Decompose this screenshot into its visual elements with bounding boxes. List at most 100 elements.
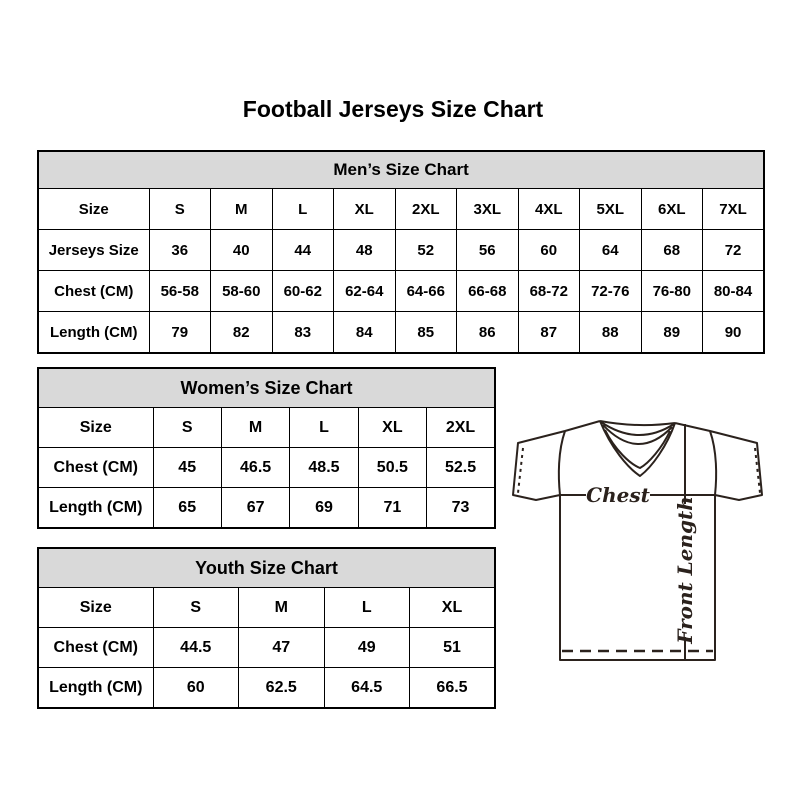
value-cell: 36: [148, 229, 211, 271]
value-cell: 64.5: [323, 667, 410, 709]
table-row: Women’s Size Chart: [37, 367, 496, 408]
value-cell: 56: [456, 229, 519, 271]
front-length-label: Front Length: [673, 496, 697, 645]
womens-table-title: Women’s Size Chart: [37, 367, 496, 408]
table-row: Chest (CM) 44.5 47 49 51: [37, 627, 496, 668]
value-cell: 66-68: [456, 270, 519, 312]
chest-label-mask: [586, 484, 650, 505]
value-cell: 58-60: [210, 270, 273, 312]
value-cell: 67: [220, 487, 291, 529]
value-cell: 3XL: [456, 188, 519, 230]
value-cell: 90: [702, 311, 765, 354]
value-cell: M: [220, 407, 291, 448]
jersey-outline: [512, 420, 763, 661]
value-cell: 45: [152, 447, 222, 488]
value-cell: 62.5: [238, 667, 325, 709]
value-cell: 46.5: [220, 447, 291, 488]
value-cell: XL: [409, 587, 496, 628]
value-cell: 47: [238, 627, 325, 668]
mens-table-title: Men’s Size Chart: [37, 150, 765, 189]
value-cell: S: [152, 407, 222, 448]
value-cell: 62-64: [333, 270, 396, 312]
chest-label: Chest: [586, 483, 650, 507]
jersey-measurement-diagram: Chest Front Length: [512, 420, 763, 661]
collar-inner-v: [604, 429, 671, 469]
value-cell: 86: [456, 311, 519, 354]
value-cell: L: [323, 587, 410, 628]
mens-size-table: Men’s Size Chart Size S M L XL 2XL 3XL 4XL 5XL 6X…: [37, 150, 766, 354]
value-cell: L: [271, 188, 334, 230]
value-cell: 85: [394, 311, 457, 354]
value-cell: 64-66: [394, 270, 457, 312]
row-header-cell: Chest (CM): [37, 447, 154, 488]
row-header-cell: Jerseys Size: [37, 229, 150, 271]
value-cell: 52: [394, 229, 457, 271]
right-sleeve-stitch-line: [754, 447, 761, 494]
row-header-cell: Chest (CM): [37, 270, 150, 312]
collar-outer-v: [599, 420, 676, 477]
value-cell: 72: [702, 229, 765, 271]
value-cell: 82: [210, 311, 273, 354]
value-cell: 5XL: [579, 188, 642, 230]
value-cell: M: [238, 587, 325, 628]
table-row: Size S M L XL 2XL: [37, 407, 496, 448]
value-cell: 80-84: [702, 270, 765, 312]
value-cell: 72-76: [579, 270, 642, 312]
value-cell: 89: [640, 311, 703, 354]
value-cell: 44.5: [152, 627, 239, 668]
value-cell: 50.5: [357, 447, 428, 488]
value-cell: M: [210, 188, 273, 230]
table-row: Size S M L XL 2XL 3XL 4XL 5XL 6XL 7XL: [37, 188, 765, 230]
value-cell: 79: [148, 311, 211, 354]
table-row: Size S M L XL: [37, 587, 496, 628]
page-title: Football Jerseys Size Chart: [242, 96, 544, 122]
table-row: Chest (CM) 56-58 58-60 60-62 62-64 64-66 66-68…: [37, 270, 765, 312]
value-cell: 76-80: [640, 270, 703, 312]
row-header-cell: Size: [37, 587, 154, 628]
value-cell: XL: [333, 188, 396, 230]
row-header-cell: Size: [37, 188, 150, 230]
value-cell: 49: [323, 627, 410, 668]
womens-size-table: Women’s Size Chart Size S M L XL 2XL Chest (CM…: [37, 367, 496, 529]
value-cell: 60-62: [271, 270, 334, 312]
value-cell: L: [289, 407, 359, 448]
collar-band-line-2: [602, 424, 673, 445]
table-row: Youth Size Chart: [37, 547, 496, 588]
right-armhole-seam: [709, 430, 718, 496]
value-cell: 65: [152, 487, 222, 529]
value-cell: 64: [579, 229, 642, 271]
table-row: Jerseys Size 36 40 44 48 52 56 60 64 68 72: [37, 229, 765, 271]
value-cell: 51: [409, 627, 496, 668]
value-cell: 52.5: [426, 447, 496, 488]
row-header-cell: Length (CM): [37, 311, 150, 354]
front-length-label-mask: [673, 504, 697, 637]
youth-table-title: Youth Size Chart: [37, 547, 496, 588]
value-cell: 4XL: [517, 188, 580, 230]
value-cell: 88: [579, 311, 642, 354]
value-cell: 87: [517, 311, 580, 354]
value-cell: 68: [640, 229, 703, 271]
collar-top-edge: [599, 420, 676, 427]
row-header-cell: Chest (CM): [37, 627, 154, 668]
value-cell: 2XL: [394, 188, 457, 230]
value-cell: S: [148, 188, 211, 230]
value-cell: 48: [333, 229, 396, 271]
value-cell: 84: [333, 311, 396, 354]
table-row: Length (CM) 60 62.5 64.5 66.5: [37, 667, 496, 709]
table-row: Men’s Size Chart: [37, 150, 765, 189]
value-cell: 2XL: [426, 407, 496, 448]
row-header-cell: Length (CM): [37, 487, 154, 529]
value-cell: 56-58: [148, 270, 211, 312]
youth-size-table: Youth Size Chart Size S M L XL Chest (CM) 44.5…: [37, 547, 496, 709]
row-header-cell: Length (CM): [37, 667, 154, 709]
value-cell: 71: [357, 487, 428, 529]
value-cell: 44: [271, 229, 334, 271]
value-cell: 83: [271, 311, 334, 354]
value-cell: 60: [152, 667, 239, 709]
value-cell: XL: [357, 407, 428, 448]
left-sleeve-stitch-line: [517, 447, 524, 494]
value-cell: 40: [210, 229, 273, 271]
row-header-cell: Size: [37, 407, 154, 448]
value-cell: S: [152, 587, 239, 628]
table-row: Length (CM) 79 82 83 84 85 86 87 88 89 90: [37, 311, 765, 354]
